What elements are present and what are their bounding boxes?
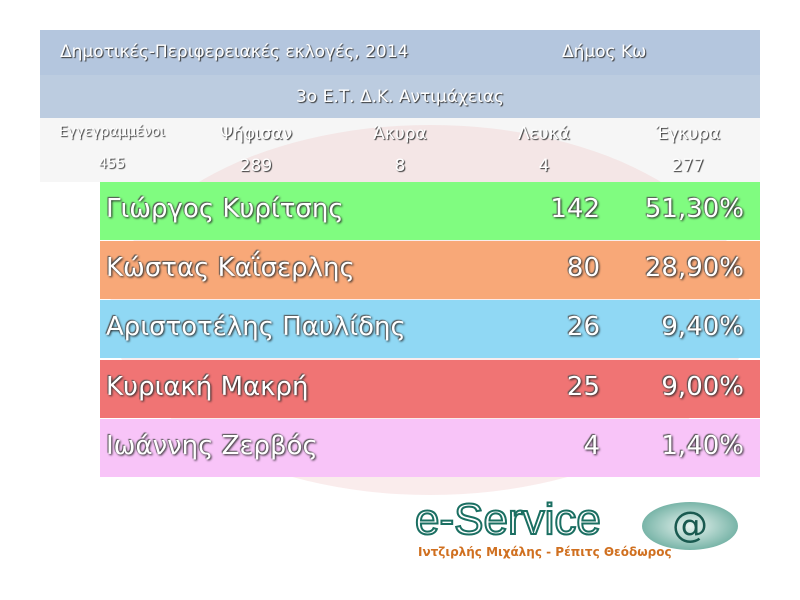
candidate-row: Αριστοτέλης Παυλίδης 26 9,40%	[100, 300, 760, 359]
stat-value: 4	[538, 156, 550, 176]
stat-label: Λευκά	[518, 124, 570, 144]
stat-label: Έγκυρα	[655, 124, 721, 144]
brand: e-Service	[414, 494, 602, 545]
candidate-row: Ιωάννης Ζερβός 4 1,40%	[100, 418, 760, 477]
stat-label: Εγγεγραμμένοι	[59, 124, 165, 140]
stat-value: 289	[239, 156, 273, 176]
candidate-name: Κώστας Καΐσερλης	[106, 253, 355, 284]
candidate-votes: 26	[566, 312, 600, 343]
stat-value: 455	[98, 156, 126, 172]
candidate-votes: 142	[550, 194, 600, 224]
candidate-votes: 80	[566, 253, 600, 284]
candidate-row: Κυριακή Μακρή 25 9,00%	[100, 359, 760, 418]
candidate-row: Κώστας Καΐσερλης 80 28,90%	[100, 241, 760, 300]
candidate-percent: 1,40%	[661, 430, 744, 461]
candidate-name: Αριστοτέλης Παυλίδης	[106, 312, 406, 343]
header-band	[40, 30, 760, 75]
stat-value: 8	[394, 156, 406, 176]
candidate-name: Ιωάννης Ζερβός	[106, 430, 318, 461]
party-logo	[40, 359, 100, 418]
candidate-votes: 25	[566, 371, 600, 402]
party-logo	[40, 241, 100, 300]
candidate-name: Κυριακή Μακρή	[106, 371, 309, 402]
subtitle-band	[40, 75, 760, 118]
stat-label: Άκυρα	[373, 124, 427, 144]
stat-label: Ψήφισαν	[219, 124, 293, 144]
candidate-percent: 9,00%	[661, 371, 744, 402]
candidate-row: Γιώργος Κυρίτσης 142 51,30%	[100, 182, 760, 240]
candidate-percent: 9,40%	[661, 312, 744, 343]
title: Δημοτικές-Περιφερειακές εκλογές, 2014	[60, 42, 409, 62]
municipality: Δήμος Κω	[562, 42, 647, 62]
stat-value: 277	[671, 156, 705, 176]
party-logo	[40, 418, 100, 477]
candidate-percent: 51,30%	[644, 194, 744, 224]
party-logo	[40, 300, 100, 359]
subtitle: 3ο Ε.Τ. Δ.Κ. Αντιμάχειας	[295, 87, 505, 107]
party-logo	[40, 182, 100, 240]
stats-band	[40, 118, 760, 182]
at-logo: @	[642, 502, 738, 550]
candidate-percent: 28,90%	[644, 253, 744, 284]
candidate-name: Γιώργος Κυρίτσης	[106, 194, 344, 224]
candidate-votes: 4	[583, 430, 600, 461]
authors: Ιντζιρλής Μιχάλης - Ρέπιτς Θεόδωρος	[418, 545, 672, 559]
